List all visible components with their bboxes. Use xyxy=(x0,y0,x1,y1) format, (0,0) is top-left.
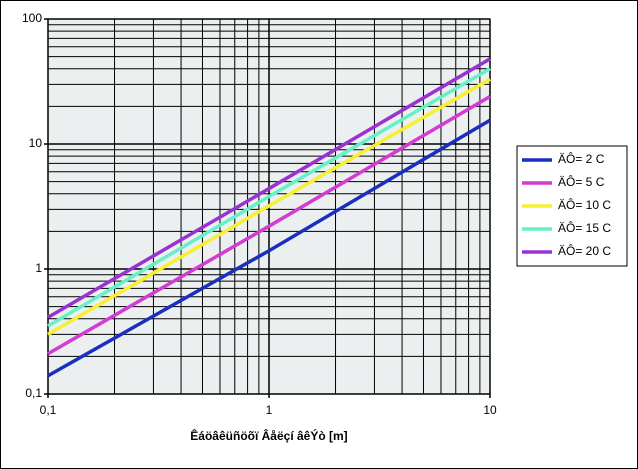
y-tick-label: 1 xyxy=(35,261,42,275)
legend-label: ÄÔ= 20 C xyxy=(558,243,611,258)
y-tick-label: 100 xyxy=(22,11,42,25)
y-tick-label: 10 xyxy=(29,136,43,150)
legend-label: ÄÔ= 15 C xyxy=(558,220,611,235)
series-line xyxy=(47,77,491,336)
series-line xyxy=(47,118,491,378)
plot-border xyxy=(47,18,491,395)
x-tick-label: 10 xyxy=(483,403,497,417)
x-axis-label: Êáöâêüñöõï Âåëçí âêÝò [m] xyxy=(190,428,347,443)
legend-label: ÄÔ= 5 C xyxy=(558,174,605,189)
series-line xyxy=(47,67,491,328)
x-tick-label: 1 xyxy=(266,403,273,417)
x-tick-label: 0,1 xyxy=(40,403,57,417)
series-line xyxy=(47,94,491,356)
series-line xyxy=(47,57,491,319)
y-tick-label: 0,1 xyxy=(25,386,42,400)
legend-label: ÄÔ= 2 C xyxy=(558,151,605,166)
legend-label: ÄÔ= 10 C xyxy=(558,197,611,212)
